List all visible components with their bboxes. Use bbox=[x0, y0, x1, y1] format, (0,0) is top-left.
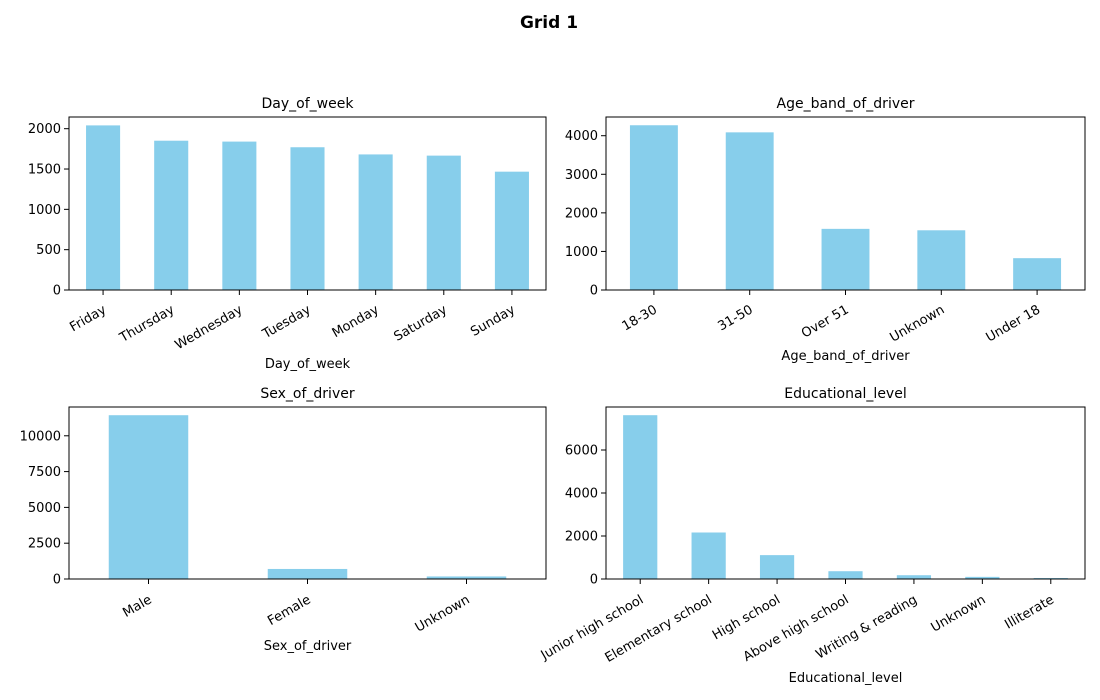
y-tick-label: 1000 bbox=[28, 203, 61, 218]
x-tick-label: Monday bbox=[330, 302, 382, 341]
bar-1-7 bbox=[494, 171, 529, 290]
x-tick-label: Thursday bbox=[116, 302, 177, 346]
y-tick-label: 1500 bbox=[28, 163, 61, 178]
x-axis-label: Sex_of_driver bbox=[264, 639, 352, 654]
y-tick-label: 4000 bbox=[565, 487, 598, 502]
x-tick-label: Over 51 bbox=[799, 302, 851, 341]
x-axis-label: Educational_level bbox=[789, 671, 903, 686]
chart-panel-3: 0 2500 5000 7500 10000 Male Female Unknown Sex_o… bbox=[20, 386, 547, 654]
x-tick-label: Unknown bbox=[888, 302, 948, 345]
x-tick-label: Tuesday bbox=[259, 302, 313, 342]
bar-1-5 bbox=[358, 154, 393, 290]
bar-2-4 bbox=[917, 230, 966, 290]
bar-1-6 bbox=[426, 155, 461, 290]
y-tick-label: 1000 bbox=[565, 245, 598, 260]
bar-4-3 bbox=[759, 555, 795, 579]
y-tick-label: 7500 bbox=[28, 465, 61, 480]
y-tick-label: 0 bbox=[590, 573, 598, 588]
bar-4-5 bbox=[896, 575, 932, 579]
x-tick-label: 18-30 bbox=[620, 302, 660, 334]
bar-2-1 bbox=[629, 125, 678, 290]
figure-title: Grid 1 bbox=[520, 13, 578, 33]
panel-title: Sex_of_driver bbox=[260, 386, 354, 402]
bar-1-1 bbox=[86, 125, 121, 290]
x-tick-label: Unknown bbox=[413, 592, 473, 635]
bar-3-1 bbox=[108, 415, 189, 579]
x-tick-label: Friday bbox=[67, 302, 109, 335]
y-tick-label: 10000 bbox=[20, 429, 61, 444]
y-tick-label: 0 bbox=[590, 284, 598, 299]
x-tick-label: Illiterate bbox=[1002, 592, 1056, 632]
y-tick-label: 5000 bbox=[28, 501, 61, 516]
bar-3-2 bbox=[267, 568, 348, 579]
x-tick-label: Female bbox=[265, 592, 313, 628]
plot-frame bbox=[605, 406, 1086, 580]
panel-title: Educational_level bbox=[784, 386, 906, 402]
y-tick-label: 0 bbox=[53, 284, 61, 299]
y-tick-label: 4000 bbox=[565, 129, 598, 144]
panel-title: Age_band_of_driver bbox=[777, 96, 915, 112]
y-tick-label: 6000 bbox=[565, 444, 598, 459]
y-tick-label: 0 bbox=[53, 573, 61, 588]
chart-panel-2: 0 1000 2000 3000 4000 18-30 31-50 Over 51 Unknow… bbox=[565, 96, 1086, 364]
x-axis-label: Age_band_of_driver bbox=[781, 349, 910, 364]
y-tick-label: 2500 bbox=[28, 537, 61, 552]
x-tick-label: Male bbox=[120, 592, 154, 620]
panel-title: Day_of_week bbox=[262, 96, 355, 112]
bar-1-2 bbox=[154, 140, 189, 290]
y-tick-label: 2000 bbox=[28, 122, 61, 137]
bar-2-2 bbox=[725, 132, 774, 290]
x-tick-label: Under 18 bbox=[984, 302, 1043, 345]
x-tick-label: Sunday bbox=[468, 302, 518, 339]
bar-1-4 bbox=[290, 147, 325, 290]
x-tick-label: Saturday bbox=[392, 302, 450, 344]
y-tick-label: 2000 bbox=[565, 206, 598, 221]
y-tick-label: 2000 bbox=[565, 530, 598, 545]
x-tick-label: 31-50 bbox=[715, 302, 755, 334]
x-axis-label: Day_of_week bbox=[265, 357, 351, 372]
bar-3-3 bbox=[426, 576, 507, 579]
x-tick-label: Unknown bbox=[929, 592, 989, 635]
bar-4-4 bbox=[828, 571, 863, 579]
bar-4-6 bbox=[965, 576, 1000, 579]
y-tick-label: 500 bbox=[36, 243, 61, 258]
bar-1-3 bbox=[222, 141, 257, 290]
bar-4-2 bbox=[691, 532, 726, 579]
bar-2-3 bbox=[821, 228, 870, 290]
bar-2-5 bbox=[1013, 258, 1062, 290]
x-tick-label: Wednesday bbox=[173, 302, 246, 353]
y-tick-label: 3000 bbox=[565, 168, 598, 183]
bar-4-1 bbox=[623, 415, 658, 579]
